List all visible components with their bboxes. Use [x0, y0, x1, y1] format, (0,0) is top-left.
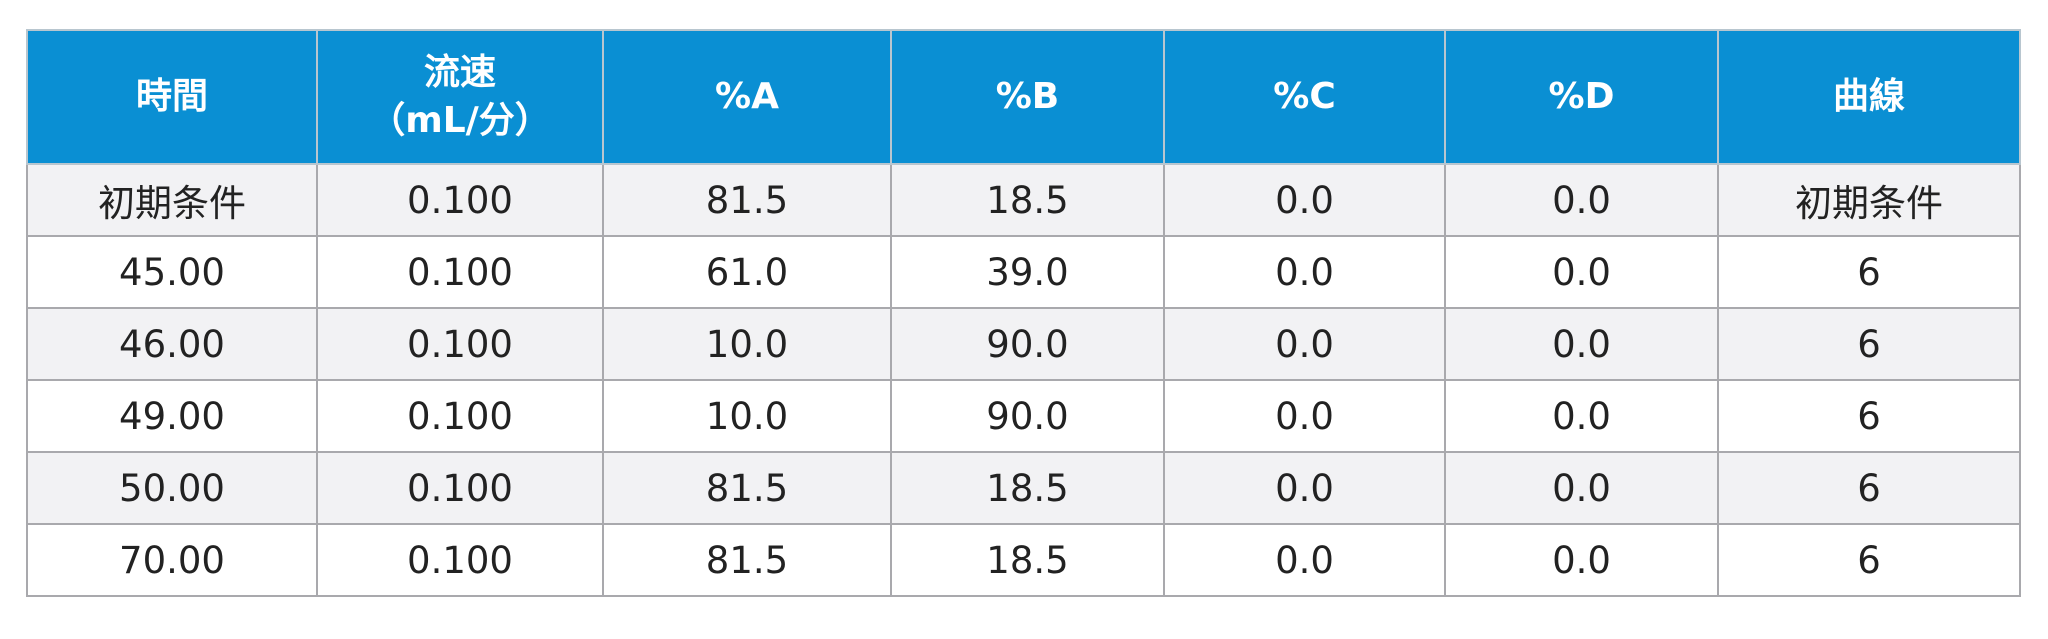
- cell-time: 45.00: [26, 235, 318, 309]
- table-row: 45.00 0.100 61.0 39.0 0.0 0.0 6: [26, 235, 2021, 309]
- cell-time: 70.00: [26, 523, 318, 597]
- cell-time: 49.00: [26, 379, 318, 453]
- cell-percent-d: 0.0: [1444, 523, 1719, 597]
- cell-percent-a: 81.5: [602, 163, 892, 237]
- table-header: 時間 流速 （mL/分） %A %B %C %D 曲線: [26, 29, 2021, 165]
- cell-percent-d: 0.0: [1444, 451, 1719, 525]
- header-percent-d: %D: [1444, 29, 1719, 165]
- cell-percent-b: 90.0: [890, 307, 1165, 381]
- cell-percent-c: 0.0: [1163, 235, 1446, 309]
- cell-percent-b: 18.5: [890, 451, 1165, 525]
- cell-flow-rate: 0.100: [316, 235, 604, 309]
- cell-percent-c: 0.0: [1163, 523, 1446, 597]
- cell-time: 46.00: [26, 307, 318, 381]
- gradient-table: 時間 流速 （mL/分） %A %B %C %D 曲線 初期条件 0.100 8…: [26, 29, 2021, 597]
- cell-percent-c: 0.0: [1163, 307, 1446, 381]
- header-percent-a: %A: [602, 29, 892, 165]
- table-body: 初期条件 0.100 81.5 18.5 0.0 0.0 初期条件 45.00 …: [26, 163, 2021, 597]
- table-row: 46.00 0.100 10.0 90.0 0.0 0.0 6: [26, 307, 2021, 381]
- cell-curve: 6: [1717, 523, 2021, 597]
- cell-percent-b: 18.5: [890, 163, 1165, 237]
- cell-percent-d: 0.0: [1444, 163, 1719, 237]
- cell-percent-a: 10.0: [602, 379, 892, 453]
- header-time: 時間: [26, 29, 318, 165]
- cell-flow-rate: 0.100: [316, 451, 604, 525]
- cell-percent-a: 61.0: [602, 235, 892, 309]
- cell-flow-rate: 0.100: [316, 523, 604, 597]
- cell-percent-b: 18.5: [890, 523, 1165, 597]
- table-row: 50.00 0.100 81.5 18.5 0.0 0.0 6: [26, 451, 2021, 525]
- table-row: 初期条件 0.100 81.5 18.5 0.0 0.0 初期条件: [26, 163, 2021, 237]
- cell-flow-rate: 0.100: [316, 163, 604, 237]
- header-row: 時間 流速 （mL/分） %A %B %C %D 曲線: [26, 29, 2021, 165]
- cell-time: 初期条件: [26, 163, 318, 237]
- cell-percent-c: 0.0: [1163, 163, 1446, 237]
- cell-flow-rate: 0.100: [316, 307, 604, 381]
- cell-curve: 6: [1717, 235, 2021, 309]
- cell-percent-d: 0.0: [1444, 235, 1719, 309]
- cell-percent-c: 0.0: [1163, 451, 1446, 525]
- header-percent-c: %C: [1163, 29, 1446, 165]
- table-row: 70.00 0.100 81.5 18.5 0.0 0.0 6: [26, 523, 2021, 597]
- header-percent-b: %B: [890, 29, 1165, 165]
- cell-time: 50.00: [26, 451, 318, 525]
- cell-percent-a: 81.5: [602, 523, 892, 597]
- cell-percent-d: 0.0: [1444, 379, 1719, 453]
- header-curve: 曲線: [1717, 29, 2021, 165]
- cell-curve: 初期条件: [1717, 163, 2021, 237]
- header-flow-rate-line1: 流速: [423, 52, 496, 93]
- table-row: 49.00 0.100 10.0 90.0 0.0 0.0 6: [26, 379, 2021, 453]
- cell-curve: 6: [1717, 451, 2021, 525]
- cell-percent-b: 90.0: [890, 379, 1165, 453]
- cell-flow-rate: 0.100: [316, 379, 604, 453]
- header-flow-rate: 流速 （mL/分）: [316, 29, 604, 165]
- cell-curve: 6: [1717, 379, 2021, 453]
- cell-percent-a: 81.5: [602, 451, 892, 525]
- cell-curve: 6: [1717, 307, 2021, 381]
- cell-percent-a: 10.0: [602, 307, 892, 381]
- cell-percent-b: 39.0: [890, 235, 1165, 309]
- cell-percent-d: 0.0: [1444, 307, 1719, 381]
- cell-percent-c: 0.0: [1163, 379, 1446, 453]
- header-flow-rate-line2: （mL/分）: [369, 100, 551, 141]
